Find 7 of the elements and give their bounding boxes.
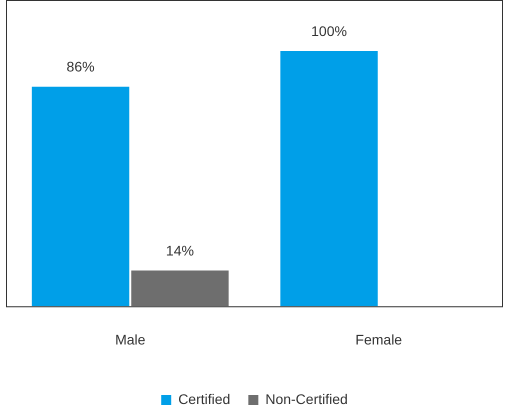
- data-label: 86%: [66, 58, 95, 75]
- data-label: 100%: [311, 22, 347, 39]
- x-tick-label: Female: [355, 331, 402, 348]
- legend-label: Non-Certified: [265, 390, 348, 407]
- x-tick-label: Male: [115, 331, 146, 348]
- legend-label: Certified: [178, 390, 230, 407]
- data-label: 14%: [166, 242, 194, 258]
